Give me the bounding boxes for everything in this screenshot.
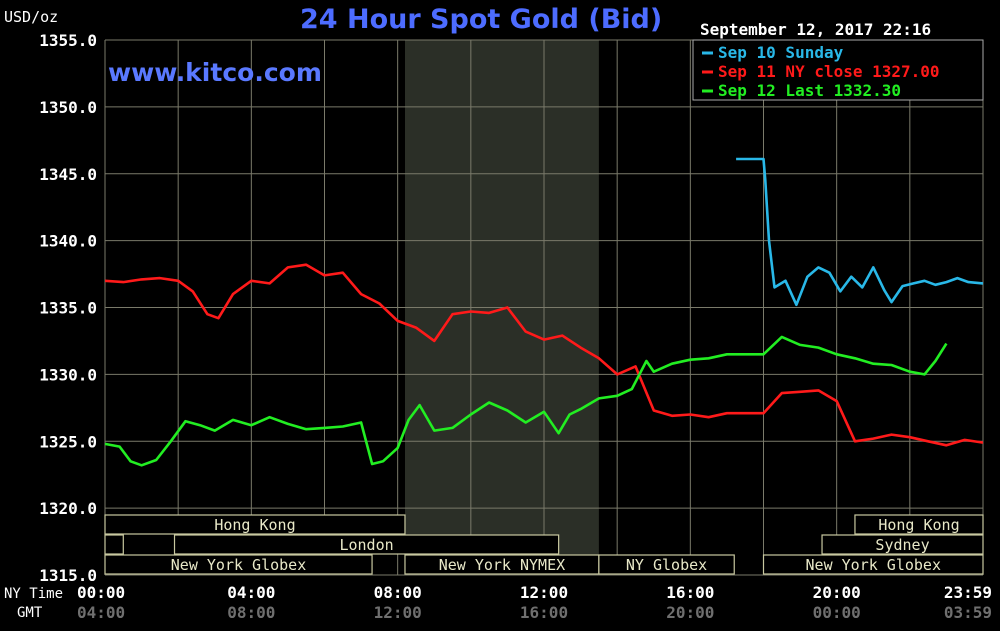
ny-time-row-label: NY Time xyxy=(4,586,63,602)
y-axis-ticks: 1315.0 1320.0 1325.0 1330.0 1335.0 1340.0 1345… xyxy=(39,31,97,585)
market-session-label: Hong Kong xyxy=(878,516,959,534)
series-line-sep12 xyxy=(104,335,948,467)
series-line-sep11 xyxy=(104,263,984,447)
chart-title: 24 Hour Spot Gold (Bid) xyxy=(300,4,663,35)
x-tick-label-ny: 20:00 xyxy=(813,583,861,602)
x-tick-label-gmt: 12:00 xyxy=(374,603,422,622)
market-session-label: New York Globex xyxy=(806,556,941,574)
y-tick-label: 1330.0 xyxy=(39,365,97,384)
legend-label: Sep 10 Sunday xyxy=(718,43,844,62)
x-axis-ticks: 00:0004:0004:0008:0008:0012:0012:0016:00… xyxy=(4,583,992,622)
chart-series xyxy=(104,157,984,467)
market-session-box xyxy=(598,554,735,575)
market-session-box xyxy=(104,554,373,575)
chart-grid xyxy=(104,39,984,576)
market-session-label: NY Globex xyxy=(626,556,707,574)
legend-box xyxy=(692,39,984,101)
y-tick-label: 1340.0 xyxy=(39,232,97,251)
x-tick-label-ny: 12:00 xyxy=(520,583,568,602)
x-tick-label-gmt: 03:59 xyxy=(944,603,992,622)
y-tick-label: 1325.0 xyxy=(39,432,97,451)
x-tick-label-ny: 08:00 xyxy=(374,583,422,602)
y-axis-unit: USD/oz xyxy=(4,8,59,26)
market-session-label: New York NYMEX xyxy=(439,556,565,574)
y-tick-label: 1320.0 xyxy=(39,499,97,518)
market-session-label: Hong Kong xyxy=(214,516,295,534)
x-tick-label-ny: 04:00 xyxy=(227,583,275,602)
market-session-bars: Hong Kong London New York Globex New York N… xyxy=(104,514,984,575)
y-tick-label: 1350.0 xyxy=(39,98,97,117)
x-tick-label-ny: 00:00 xyxy=(77,583,125,602)
market-session-box xyxy=(854,514,984,535)
market-session-box xyxy=(104,534,124,555)
x-tick-label-gmt: 04:00 xyxy=(77,603,125,622)
market-session-box xyxy=(762,554,984,575)
x-tick-label-gmt: 00:00 xyxy=(813,603,861,622)
y-tick-label: 1355.0 xyxy=(39,31,97,50)
x-tick-label-gmt: 08:00 xyxy=(227,603,275,622)
market-session-box xyxy=(173,534,560,555)
y-tick-label: 1315.0 xyxy=(39,566,97,585)
series-line-sep10 xyxy=(736,157,984,307)
y-tick-label: 1335.0 xyxy=(39,299,97,318)
market-session-box xyxy=(104,514,406,535)
website-label: www.kitco.com xyxy=(108,58,322,87)
timestamp: September 12, 2017 22:16 xyxy=(700,20,932,39)
gmt-row-label: GMT xyxy=(17,605,43,621)
x-tick-label-gmt: 20:00 xyxy=(666,603,714,622)
y-tick-label: 1345.0 xyxy=(39,165,97,184)
x-tick-label-ny: 16:00 xyxy=(666,583,714,602)
legend-label: Sep 11 NY close 1327.00 xyxy=(718,62,940,81)
market-session-label: London xyxy=(339,536,393,554)
market-session-label: Sydney xyxy=(875,536,929,554)
x-tick-label-ny: 23:59 xyxy=(944,583,992,602)
x-tick-label-gmt: 16:00 xyxy=(520,603,568,622)
legend-label: Sep 12 Last 1332.30 xyxy=(718,81,901,100)
market-session-box xyxy=(821,534,984,555)
market-session-label: New York Globex xyxy=(171,556,306,574)
